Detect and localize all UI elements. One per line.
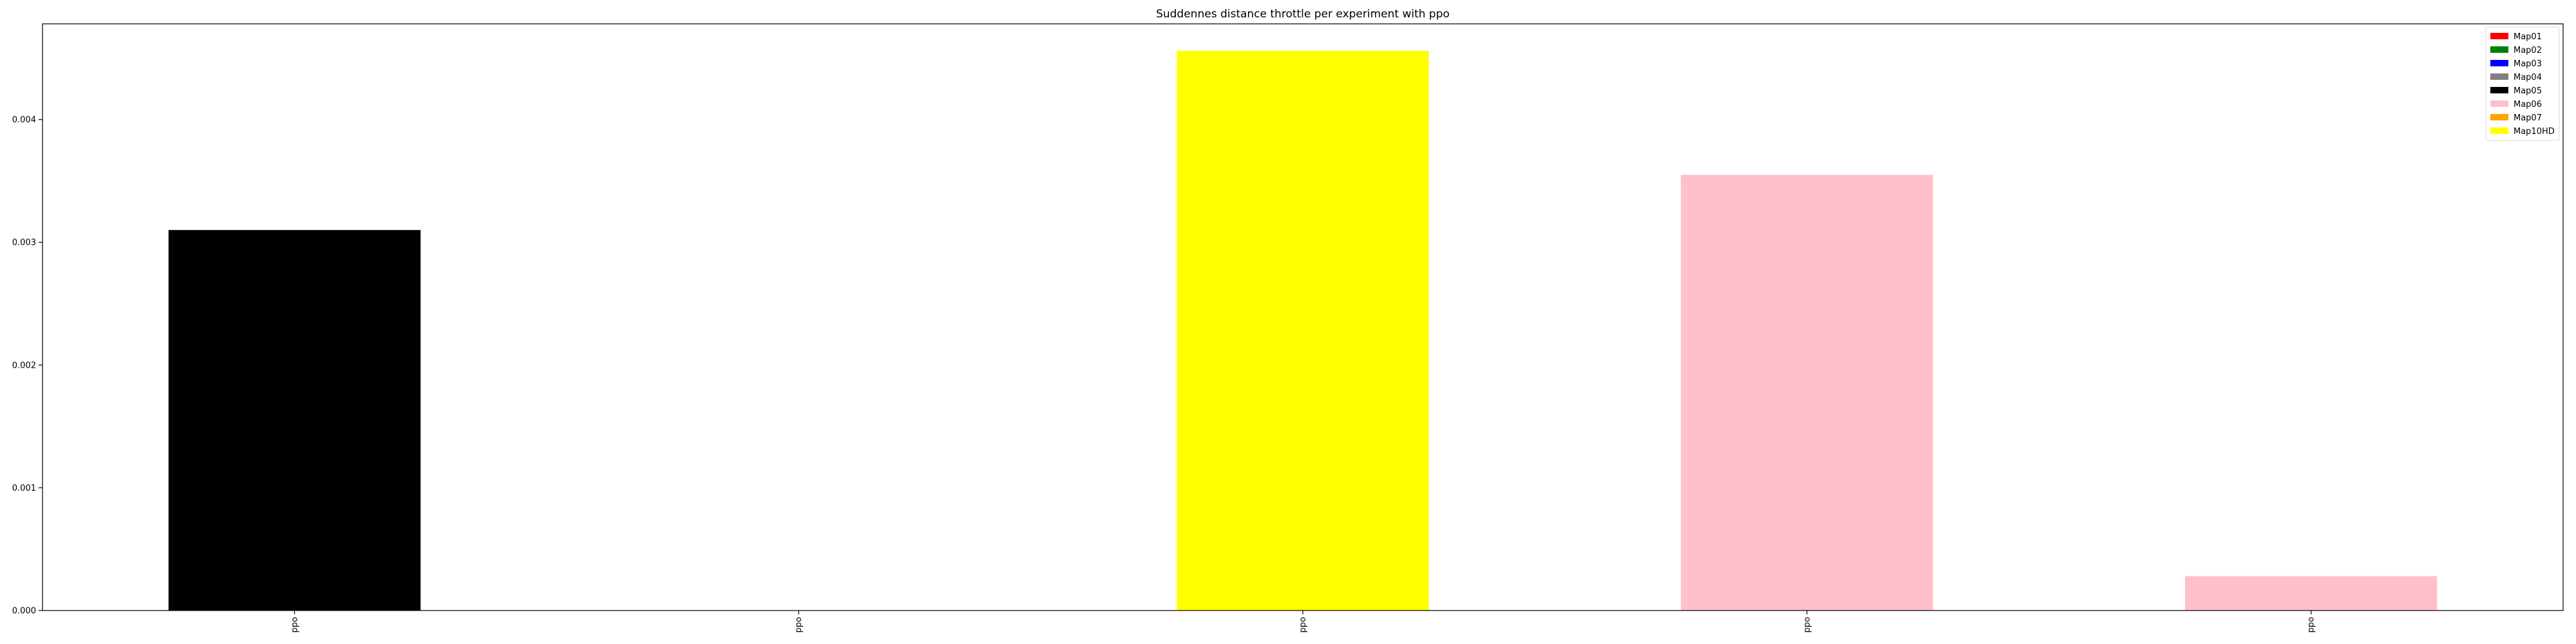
legend-label: Map10HD: [2514, 127, 2555, 137]
legend-label: Map04: [2514, 73, 2542, 82]
legend-label: Map06: [2514, 100, 2542, 109]
bars-layer: [168, 50, 2438, 611]
y-tick-label: 0.003: [12, 238, 36, 248]
y-tick-label: 0.004: [12, 115, 36, 125]
bar-4: [1681, 175, 1933, 611]
x-tick-label: ppo: [1803, 617, 1812, 633]
legend: Map01 Map02 Map03 Map04 Map05 Map06 Map07 Map10…: [2485, 26, 2560, 141]
y-tick-label: 0.000: [12, 607, 36, 616]
legend-swatch: [2490, 46, 2508, 53]
legend-swatch: [2490, 114, 2508, 120]
legend-label: Map03: [2514, 59, 2542, 69]
legend-swatch: [2490, 33, 2508, 39]
legend-label: Map07: [2514, 113, 2542, 123]
legend-swatch: [2490, 60, 2508, 66]
legend-label: Map05: [2514, 86, 2542, 96]
x-tick-label: ppo: [1298, 617, 1308, 633]
legend-swatch: [2490, 73, 2508, 80]
x-tick-label: ppo: [290, 617, 299, 633]
y-tick-label: 0.001: [12, 484, 36, 493]
chart-title: Suddennes distance throttle per experime…: [1156, 8, 1450, 21]
legend-swatch: [2490, 87, 2508, 93]
legend-label: Map01: [2514, 32, 2542, 42]
legend-box: [2485, 26, 2560, 141]
x-tick-label: ppo: [2307, 617, 2316, 633]
x-tick-label: ppo: [794, 617, 804, 633]
bar-1: [168, 230, 421, 611]
y-tick-label: 0.002: [12, 361, 36, 370]
axes-layer: 0.000 0.001 0.002 0.003 0.004 ppo ppo ppo ppo ppo: [12, 23, 2564, 633]
legend-label: Map02: [2514, 46, 2542, 55]
legend-swatch: [2490, 128, 2508, 134]
bar-5: [2184, 576, 2438, 611]
bar-3: [1177, 50, 1429, 611]
legend-swatch: [2490, 100, 2508, 107]
